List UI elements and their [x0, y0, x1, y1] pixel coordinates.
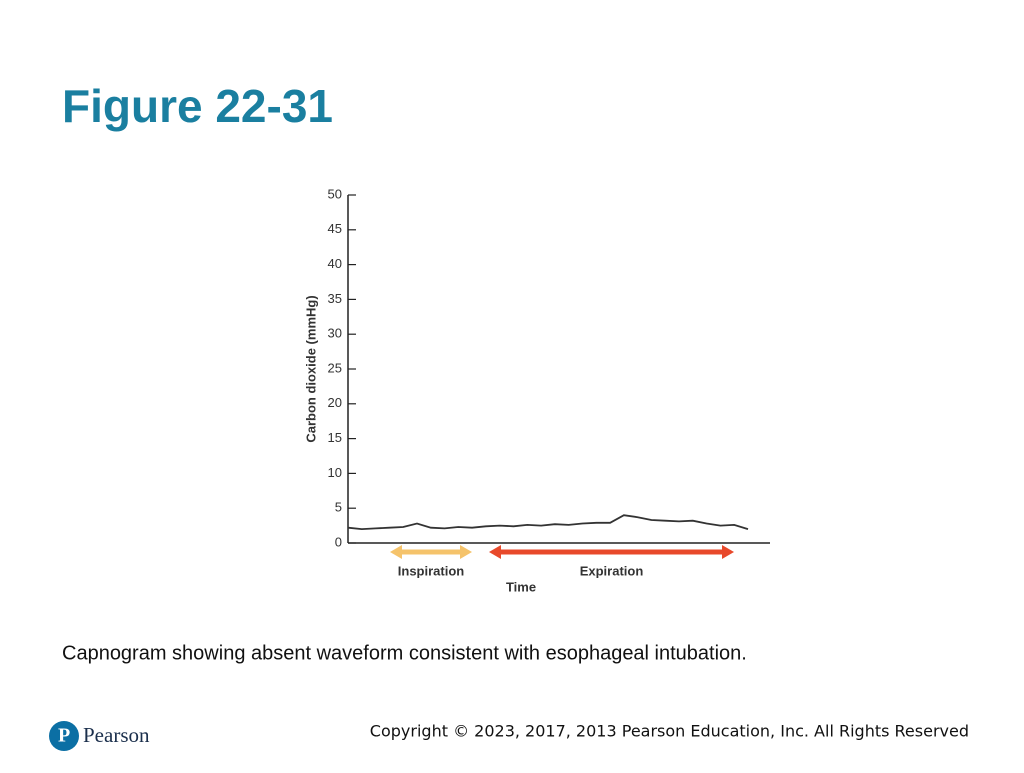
y-tick-label: 40	[328, 256, 342, 271]
y-tick-label: 20	[328, 395, 342, 410]
copyright: Copyright © 2023, 2017, 2013 Pearson Edu…	[370, 722, 969, 741]
caption: Capnogram showing absent waveform consis…	[62, 642, 747, 664]
y-tick-label: 10	[328, 465, 342, 480]
x-axis-label: Time	[506, 579, 536, 594]
phase-label: Expiration	[580, 563, 644, 578]
slide-title: Figure 22-31	[62, 80, 333, 132]
y-tick-label: 45	[328, 221, 342, 236]
y-tick-label: 5	[335, 500, 342, 515]
y-tick-label: 0	[335, 534, 342, 549]
phase-arrow-head	[460, 545, 472, 559]
phase-arrow-head	[722, 545, 734, 559]
logo-letter: P	[58, 725, 70, 747]
y-tick-label: 25	[328, 360, 342, 375]
series-line	[347, 514, 749, 531]
phase-label: Inspiration	[398, 563, 465, 578]
brand: Pearson	[83, 723, 150, 747]
y-tick-label: 15	[328, 430, 342, 445]
y-tick-label: 30	[328, 326, 342, 341]
y-axis-label: Carbon dioxide (mmHg)	[303, 295, 318, 442]
phase-arrow-head	[390, 545, 402, 559]
logo-mark	[49, 721, 79, 751]
phase-arrow-head	[489, 545, 501, 559]
y-tick-label: 50	[328, 186, 342, 201]
y-tick-label: 35	[328, 291, 342, 306]
